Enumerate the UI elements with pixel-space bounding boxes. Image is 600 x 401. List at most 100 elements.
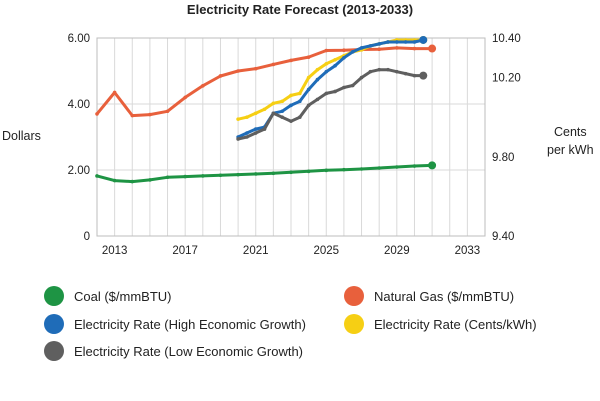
data-point-electricity-rate-low-economic-growth xyxy=(306,103,311,108)
legend-marker-cents-kwh xyxy=(344,314,364,334)
data-point-electricity-rate-cents-kwh xyxy=(333,57,337,62)
chart-title: Electricity Rate Forecast (2013-2033) xyxy=(187,2,413,17)
data-point-coal-mmbtu xyxy=(412,164,417,168)
x-tick-label: 2033 xyxy=(455,245,481,257)
series-electricity-rate-low-economic-growth xyxy=(236,67,428,141)
data-point-electricity-rate-high-economic-growth xyxy=(324,69,329,74)
data-point-natural-gas-mmbtu xyxy=(342,48,346,53)
data-point-coal-mmbtu xyxy=(395,165,399,169)
y-right-tick-label: 9.40 xyxy=(492,231,514,243)
data-point-coal-mmbtu xyxy=(253,172,258,176)
data-point-electricity-rate-cents-kwh xyxy=(245,115,249,119)
data-point-electricity-rate-cents-kwh xyxy=(262,107,267,112)
data-point-natural-gas-mmbtu xyxy=(201,84,205,88)
end-marker-electricity-rate-low-economic-growth xyxy=(419,71,428,80)
data-point-electricity-rate-high-economic-growth xyxy=(403,40,408,44)
series-line-natural-gas-mmbtu xyxy=(95,46,434,118)
data-point-natural-gas-mmbtu xyxy=(130,113,135,118)
x-tick-label: 2029 xyxy=(384,245,410,257)
data-point-electricity-rate-high-economic-growth xyxy=(368,44,373,48)
data-point-coal-mmbtu xyxy=(306,169,311,174)
data-point-electricity-rate-high-economic-growth xyxy=(342,56,346,60)
data-point-electricity-rate-high-economic-growth xyxy=(298,99,302,104)
data-point-electricity-rate-cents-kwh xyxy=(315,67,320,72)
data-point-electricity-rate-high-economic-growth xyxy=(350,50,355,54)
data-point-electricity-rate-high-economic-growth xyxy=(245,131,249,135)
legend-label-low-growth: Electricity Rate (Low Economic Growth) xyxy=(74,343,304,359)
data-point-electricity-rate-low-economic-growth xyxy=(298,115,302,119)
data-point-electricity-rate-low-economic-growth xyxy=(253,131,258,135)
x-tick-label: 2013 xyxy=(102,245,128,257)
data-point-coal-mmbtu xyxy=(377,166,381,170)
data-point-electricity-rate-cents-kwh xyxy=(271,101,276,106)
chart-axes: 0 2.00 4.00 6.00 9.40 9.80 10.20 10.40 2013 2017 2… xyxy=(68,33,521,257)
data-point-electricity-rate-high-economic-growth xyxy=(386,40,390,44)
data-point-electricity-rate-high-economic-growth xyxy=(412,40,417,44)
series-line-electricity-rate-high-economic-growth xyxy=(236,38,425,139)
data-point-natural-gas-mmbtu xyxy=(324,48,329,53)
data-point-coal-mmbtu xyxy=(359,167,364,171)
y-axis-label-right-line-1: Cents xyxy=(554,125,587,139)
data-point-electricity-rate-cents-kwh xyxy=(306,75,311,80)
data-point-electricity-rate-high-economic-growth xyxy=(377,42,381,46)
y-left-tick-label: 6.00 xyxy=(68,33,90,45)
data-point-natural-gas-mmbtu xyxy=(236,69,240,73)
legend-item-low-growth: Electricity Rate (Low Economic Growth) xyxy=(44,341,303,361)
data-point-coal-mmbtu xyxy=(218,173,223,178)
data-point-natural-gas-mmbtu xyxy=(377,47,381,52)
data-point-electricity-rate-low-economic-growth xyxy=(350,83,355,88)
series-line-coal-mmbtu xyxy=(95,163,434,184)
data-point-natural-gas-mmbtu xyxy=(148,112,152,117)
data-point-coal-mmbtu xyxy=(183,174,187,179)
legend-label-cents-kwh: Electricity Rate (Cents/kWh) xyxy=(374,316,537,332)
data-point-coal-mmbtu xyxy=(324,168,329,173)
end-marker-natural-gas-mmbtu xyxy=(428,44,437,53)
legend-marker-high-growth xyxy=(44,314,64,334)
plot-frame xyxy=(96,37,486,237)
data-point-electricity-rate-cents-kwh xyxy=(236,117,240,121)
data-point-electricity-rate-high-economic-growth xyxy=(280,109,284,114)
y-right-tick-label: 10.20 xyxy=(492,73,521,85)
x-tick-label: 2025 xyxy=(313,245,339,257)
data-point-electricity-rate-low-economic-growth xyxy=(262,127,267,131)
end-marker-electricity-rate-high-economic-growth xyxy=(419,35,428,44)
data-point-electricity-rate-low-economic-growth xyxy=(245,135,249,139)
data-point-natural-gas-mmbtu xyxy=(395,46,399,50)
data-point-electricity-rate-high-economic-growth xyxy=(333,63,337,68)
data-point-natural-gas-mmbtu xyxy=(165,109,170,114)
y-axis-label-left: Dollars xyxy=(2,129,41,143)
data-point-electricity-rate-cents-kwh xyxy=(298,91,302,96)
data-point-electricity-rate-low-economic-growth xyxy=(315,97,320,102)
data-point-natural-gas-mmbtu xyxy=(112,90,117,95)
data-point-electricity-rate-low-economic-growth xyxy=(412,73,417,78)
legend-item-coal: Coal ($/mmBTU) xyxy=(44,286,172,306)
data-point-electricity-rate-low-economic-growth xyxy=(236,137,240,141)
data-point-electricity-rate-low-economic-growth xyxy=(359,75,364,80)
data-point-electricity-rate-low-economic-growth xyxy=(368,69,373,74)
data-point-electricity-rate-high-economic-growth xyxy=(289,103,293,108)
legend-label-coal: Coal ($/mmBTU) xyxy=(74,288,172,304)
data-point-coal-mmbtu xyxy=(201,174,205,178)
data-point-natural-gas-mmbtu xyxy=(218,74,223,78)
data-point-coal-mmbtu xyxy=(148,178,152,182)
data-point-natural-gas-mmbtu xyxy=(183,95,187,100)
data-point-electricity-rate-low-economic-growth xyxy=(342,85,346,90)
series-coal-mmbtu xyxy=(95,161,437,184)
data-point-electricity-rate-low-economic-growth xyxy=(395,69,399,74)
data-point-coal-mmbtu xyxy=(236,172,240,177)
data-point-electricity-rate-high-economic-growth xyxy=(315,77,320,82)
data-point-electricity-rate-cents-kwh xyxy=(280,99,284,104)
y-left-tick-label: 2.00 xyxy=(68,165,90,177)
data-point-coal-mmbtu xyxy=(289,170,293,175)
legend-item-natural-gas: Natural Gas ($/mmBTU) xyxy=(344,286,514,306)
series-line-electricity-rate-low-economic-growth xyxy=(236,68,425,141)
y-left-tick-label: 0 xyxy=(84,231,90,243)
data-point-electricity-rate-cents-kwh xyxy=(324,61,329,66)
series-natural-gas-mmbtu xyxy=(95,44,437,118)
chart-series xyxy=(95,35,437,184)
data-point-natural-gas-mmbtu xyxy=(289,58,293,63)
legend-label-natural-gas: Natural Gas ($/mmBTU) xyxy=(374,288,515,304)
legend-label-high-growth: Electricity Rate (High Economic Growth) xyxy=(74,316,306,332)
data-point-electricity-rate-low-economic-growth xyxy=(403,71,408,76)
